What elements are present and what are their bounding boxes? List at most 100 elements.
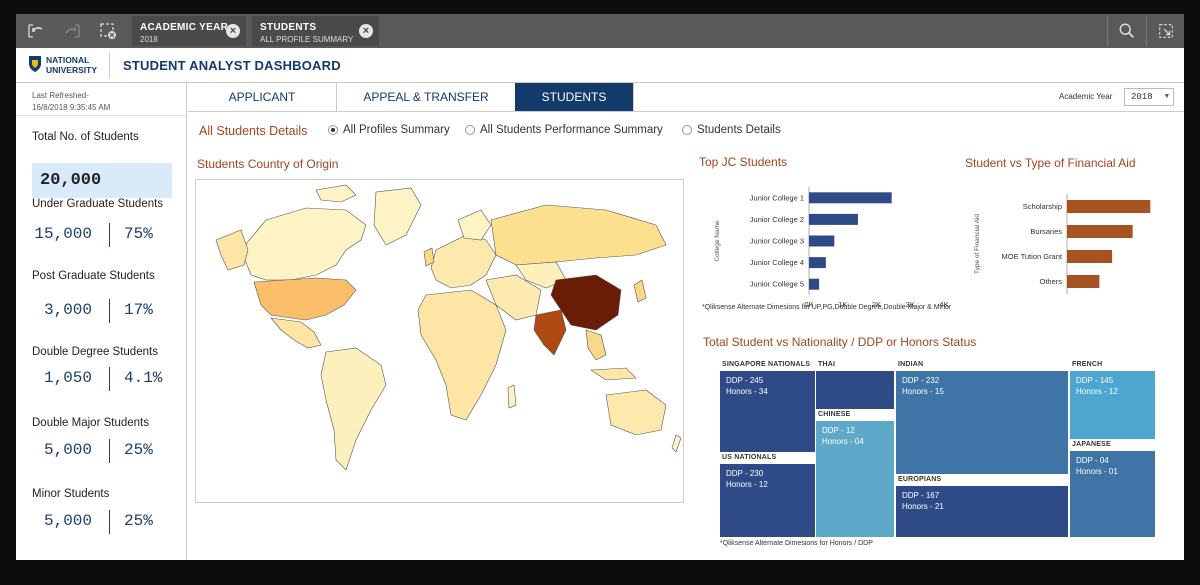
page-title: STUDENT ANALYST DASHBOARD: [123, 58, 341, 73]
kpi-count: 15,000: [34, 225, 92, 243]
map-title: Students Country of Origin: [197, 157, 339, 171]
category-label: Junior College 2: [750, 215, 804, 224]
nationality-treemap[interactable]: SINGAPORE NATIONALS DDP - 245 Honors - 34 U…: [720, 360, 1156, 538]
tick-label: 0K: [804, 300, 813, 309]
kpi-percent: 25%: [124, 441, 153, 459]
university-logo: NATIONAL UNIVERSITY: [26, 54, 106, 76]
kpi-row: 1,050 4.1%: [32, 367, 172, 391]
treemap-cell[interactable]: DDP - 232 Honors - 15: [896, 371, 1068, 474]
back-step-icon[interactable]: [20, 18, 52, 44]
kpi-label: Post Graduate Students: [32, 270, 155, 282]
radio-students-details[interactable]: Students Details: [682, 124, 781, 136]
bar: [809, 257, 826, 269]
kpi-separator: [109, 223, 110, 247]
region-mexico: [270, 317, 322, 349]
treemap-cell[interactable]: DDP - 245 Honors - 34: [720, 371, 815, 452]
forward-step-icon[interactable]: [56, 18, 88, 44]
bar: [1067, 250, 1113, 263]
refresh-time: 16/8/2018 9:35:45 AM: [32, 103, 111, 112]
clear-selections-icon[interactable]: [92, 18, 124, 44]
kpi-row: 5,000 25%: [32, 439, 172, 463]
region-alaska: [215, 229, 249, 271]
world-map[interactable]: [195, 179, 684, 503]
region-new-zealand: [671, 434, 682, 453]
financial-aid-chart[interactable]: Type of Financial Aid Scholarship Bursarie…: [965, 174, 1175, 299]
kpi-row: 5,000 25%: [32, 510, 172, 534]
treemap-cell[interactable]: DDP - 167 Honors - 21: [896, 486, 1068, 537]
refresh-label: Last Refreshed-: [32, 91, 89, 100]
kpi-percent: 4.1%: [124, 369, 163, 387]
radio-all-profiles[interactable]: All Profiles Summary: [328, 124, 450, 136]
expand-icon[interactable]: [1146, 16, 1184, 46]
kpi-separator: [109, 439, 110, 463]
tick-label: 3K: [906, 300, 915, 309]
last-refreshed: Last Refreshed- 16/8/2018 9:35:45 AM: [32, 90, 110, 114]
selection-value: ALL PROFILE SUMMARY: [260, 35, 354, 44]
selection-chip-academic-year[interactable]: ACADEMIC YEAR 2018 ×: [132, 16, 246, 46]
region-russia: [490, 204, 667, 266]
world-map-svg: [215, 184, 682, 471]
treemap-ddp-value: DDP - 145: [1076, 376, 1114, 385]
region-uk: [423, 247, 435, 267]
bar: [1067, 275, 1100, 288]
treemap-cell[interactable]: DDP - 230 Honors - 12: [720, 464, 815, 537]
treemap-ddp-value: DDP - 167: [902, 491, 940, 500]
academic-year-select[interactable]: 2018 ▼: [1124, 88, 1174, 106]
kpi-row: 3,000 17%: [32, 299, 172, 323]
region-australia: [605, 389, 667, 436]
top-jc-chart[interactable]: College Name Junior College 1 Junior Colle…: [699, 171, 959, 321]
academic-year-value: 2018: [1131, 92, 1153, 102]
region-japan: [633, 279, 647, 303]
treemap-cell-label: EUROPIANS: [896, 475, 1069, 486]
radio-performance-summary[interactable]: All Students Performance Summary: [465, 124, 663, 136]
region-usa: [253, 277, 357, 321]
treemap-ddp-value: DDP - 230: [726, 469, 764, 478]
category-label: Junior College 1: [750, 193, 804, 202]
treemap-cell[interactable]: [816, 371, 894, 409]
radio-selected-icon: [328, 125, 338, 135]
app-window: ACADEMIC YEAR 2018 × STUDENTS ALL PROFIL…: [16, 14, 1184, 560]
kpi-separator: [109, 299, 110, 323]
radio-label: All Profiles Summary: [343, 124, 450, 136]
bar: [809, 213, 858, 225]
kpi-count: 5,000: [43, 441, 92, 459]
treemap-ddp-value: DDP - 245: [726, 376, 764, 385]
kpi-total-value: 20,000: [32, 163, 172, 198]
kpi-label: Under Graduate Students: [32, 198, 164, 210]
treemap-cell-label: THAI: [816, 360, 895, 371]
jc-note: *Qliksense Alternate Dimesions for UP,PG…: [702, 304, 952, 311]
dashboard-header: NATIONAL UNIVERSITY STUDENT ANALYST DASHB…: [16, 48, 1184, 83]
category-label: Junior College 3: [750, 237, 804, 246]
treemap-cell-label: CHINESE: [816, 410, 895, 421]
tab-bar: APPLICANT APPEAL & TRANSFER STUDENTS: [188, 83, 1184, 112]
region-madagascar: [507, 384, 517, 409]
tab-appeal-transfer[interactable]: APPEAL & TRANSFER: [337, 83, 516, 111]
treemap-cell-label: US NATIONALS: [720, 453, 816, 464]
tab-applicant[interactable]: APPLICANT: [188, 83, 337, 111]
selection-toolbar: ACADEMIC YEAR 2018 × STUDENTS ALL PROFIL…: [16, 14, 1184, 48]
top-jc-title: Top JC Students: [699, 155, 788, 169]
axis-label: Type of Financial Aid: [974, 214, 981, 274]
treemap-note: *Qliksense Alternate Dimesions for Honor…: [720, 540, 873, 547]
tick-label: 1K: [838, 300, 847, 309]
treemap-honors-value: Honors - 04: [822, 437, 864, 446]
selection-chip-students[interactable]: STUDENTS ALL PROFILE SUMMARY ×: [252, 16, 379, 46]
selection-title: ACADEMIC YEAR: [140, 22, 229, 33]
close-icon[interactable]: ×: [359, 24, 373, 38]
treemap-cell[interactable]: DDP - 12 Honors - 04: [816, 421, 894, 537]
category-label: Others: [1039, 277, 1062, 286]
kpi-separator: [109, 367, 110, 391]
treemap-cell[interactable]: DDP - 04 Honors - 01: [1070, 451, 1155, 537]
chevron-down-icon: ▼: [1164, 93, 1169, 101]
treemap-cell[interactable]: DDP - 145 Honors - 12: [1070, 371, 1155, 439]
region-scandinavia: [457, 209, 492, 241]
kpi-row: 15,000 75%: [32, 223, 172, 247]
close-icon[interactable]: ×: [226, 24, 240, 38]
radio-label: All Students Performance Summary: [480, 124, 663, 136]
treemap-cell-label: JAPANESE: [1070, 440, 1156, 451]
region-southeast-asia: [585, 329, 607, 361]
tab-students[interactable]: STUDENTS: [515, 83, 634, 111]
search-icon[interactable]: [1107, 16, 1146, 46]
treemap-honors-value: Honors - 21: [902, 502, 944, 511]
kpi-label: Minor Students: [32, 488, 110, 500]
